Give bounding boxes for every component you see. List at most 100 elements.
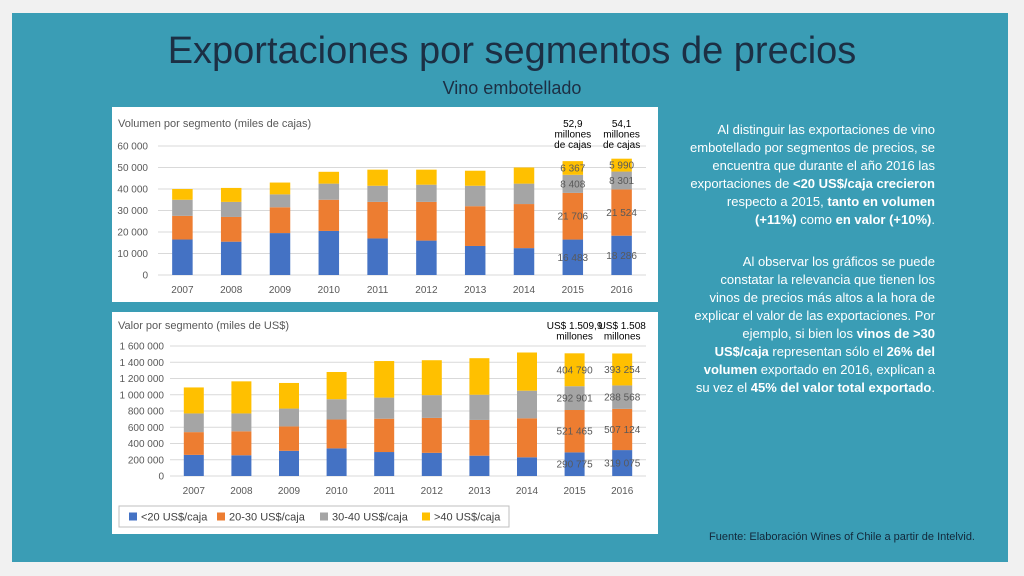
total-label: millones (604, 332, 641, 343)
bar-segment (183, 454, 204, 476)
bar-segment (562, 174, 584, 193)
bar-segment (517, 457, 537, 476)
p1-text-3: como (796, 212, 836, 227)
bar-segment (611, 171, 632, 190)
bar-segment (469, 419, 490, 456)
y-tick-label: 600 000 (128, 423, 165, 434)
slide-subtitle: Vino embotellado (442, 78, 582, 98)
chart-title: Volumen por segmento (miles de cajas) (118, 118, 311, 130)
x-tick-label: 2009 (278, 486, 301, 497)
legend-label: >40 US$/caja (434, 512, 501, 524)
bar-segment (183, 432, 204, 455)
bar-segment (374, 452, 395, 476)
y-tick-label: 30 000 (117, 206, 148, 217)
x-tick-label: 2016 (611, 486, 634, 497)
y-tick-label: 400 000 (128, 439, 165, 450)
bar-segment (562, 239, 584, 275)
p2-text-1: Al observar los gráficos se puede consta… (694, 254, 935, 341)
bar-segment (611, 235, 632, 275)
bar-segment (183, 387, 204, 414)
bar-segment (231, 431, 252, 456)
y-tick-label: 50 000 (117, 163, 148, 174)
source-note: Fuente: Elaboración Wines of Chile a par… (709, 531, 975, 543)
bar-segment (172, 189, 193, 200)
data-label: 521 465 (557, 427, 594, 438)
total-label: 52,9 (563, 119, 583, 130)
analysis-paragraph-2: Al observar los gráficos se puede consta… (690, 253, 935, 397)
data-label: 5 990 (609, 161, 634, 172)
bar-segment (416, 201, 437, 241)
y-tick-label: 200 000 (128, 455, 165, 466)
bar-segment (513, 167, 535, 184)
analysis-paragraph-1: Al distinguir las exportaciones de vino … (690, 121, 935, 229)
total-label: 54,1 (612, 119, 632, 130)
bar-segment (183, 413, 204, 433)
legend-swatch (422, 512, 430, 521)
total-label: US$ 1.509,9 (547, 321, 603, 332)
bar-segment (421, 452, 442, 476)
bar-segment (220, 241, 242, 275)
bar-segment (172, 199, 193, 216)
slide-title: Exportaciones por segmentos de precios (167, 30, 857, 72)
x-tick-label: 2014 (516, 486, 539, 497)
p1-text-2: respecto a 2015, (726, 194, 828, 209)
x-tick-label: 2015 (563, 486, 586, 497)
bar-segment (318, 183, 340, 200)
bar-segment (269, 207, 291, 234)
bar-segment (464, 245, 486, 275)
bar-segment (172, 239, 193, 275)
bar-segment (612, 353, 633, 386)
legend-swatch (217, 512, 225, 521)
p1-bold-3: en valor (+10%) (835, 212, 932, 227)
bar-segment (367, 238, 388, 275)
x-tick-label: 2013 (464, 285, 487, 296)
p1-text-1: Al distinguir las exportaciones de vino … (690, 122, 935, 191)
p2-bold-2: 26% del volumen (703, 344, 935, 377)
p2-text-2: representan sólo el (768, 344, 887, 359)
bar-segment (562, 161, 584, 175)
p2-bold-1: vinos de >30 US$/caja (714, 326, 935, 359)
bar-segment (421, 417, 442, 453)
x-tick-label: 2010 (318, 285, 341, 296)
y-tick-label: 0 (142, 271, 148, 282)
bar-segment (326, 419, 347, 449)
bar-segment (318, 171, 340, 184)
bar-segment (612, 408, 633, 451)
bar-segment (612, 450, 633, 476)
y-tick-label: 800 000 (128, 407, 165, 418)
x-tick-label: 2007 (183, 486, 206, 497)
x-tick-label: 2009 (269, 285, 292, 296)
bar-segment (564, 386, 585, 411)
legend-label: <20 US$/caja (141, 512, 208, 524)
p2-bold-3: 45% del valor total exportado (750, 380, 932, 395)
bar-segment (326, 399, 347, 420)
bar-segment (517, 418, 537, 458)
x-tick-label: 2008 (220, 285, 243, 296)
data-label: 393 254 (604, 365, 641, 376)
bar-segment (517, 390, 537, 419)
bar-segment (517, 352, 537, 391)
bar-segment (469, 394, 490, 420)
bar-segment (421, 395, 442, 418)
total-label: millones (554, 130, 591, 141)
y-tick-label: 40 000 (117, 185, 148, 196)
data-label: 18 286 (606, 251, 637, 262)
data-label: 319 075 (604, 459, 641, 470)
y-tick-label: 1 000 000 (120, 390, 165, 401)
bar-segment (513, 183, 535, 205)
legend-label: 30-40 US$/caja (332, 512, 409, 524)
x-tick-label: 2010 (325, 486, 348, 497)
total-label: US$ 1.508 (599, 321, 647, 332)
x-tick-label: 2012 (421, 486, 444, 497)
y-tick-label: 1 400 000 (120, 358, 165, 369)
total-label: de cajas (554, 140, 591, 151)
p2-text-4: . (931, 380, 935, 395)
bar-segment (279, 450, 299, 476)
bar-segment (367, 201, 388, 239)
p1-bold-2: tanto en volumen (+11%) (755, 194, 935, 227)
volume-chart-panel: Volumen por segmento (miles de cajas) 0 10… (112, 107, 658, 302)
x-tick-label: 2011 (367, 285, 389, 296)
bar-segment (367, 185, 388, 202)
bar-segment (269, 194, 291, 208)
bar-segment (416, 240, 437, 275)
